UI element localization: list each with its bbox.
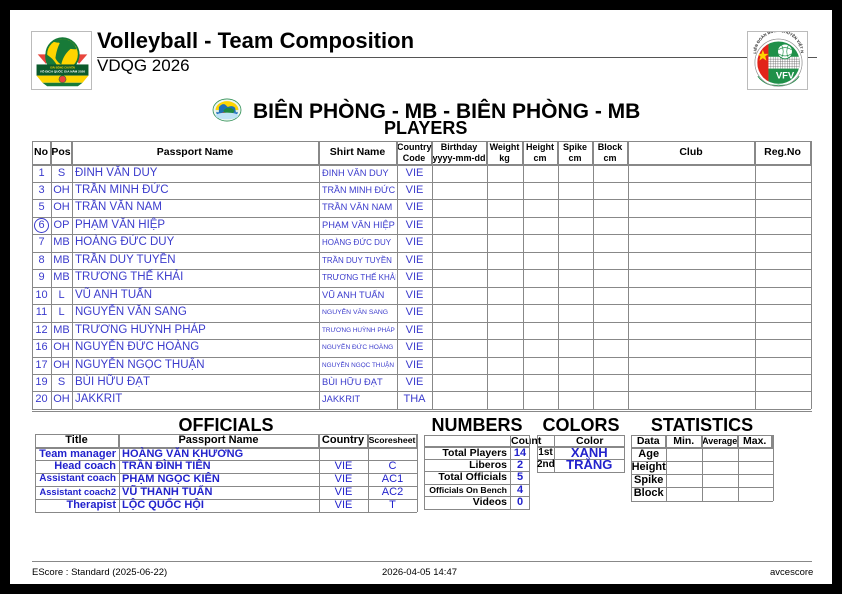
svg-text:VFV: VFV [776, 70, 795, 81]
svg-text:VÔ ĐỊCH QUỐC GIA NĂM 2026: VÔ ĐỊCH QUỐC GIA NĂM 2026 [40, 69, 85, 74]
svg-text:GIẢI BÓNG CHUYỀN: GIẢI BÓNG CHUYỀN [50, 66, 75, 69]
